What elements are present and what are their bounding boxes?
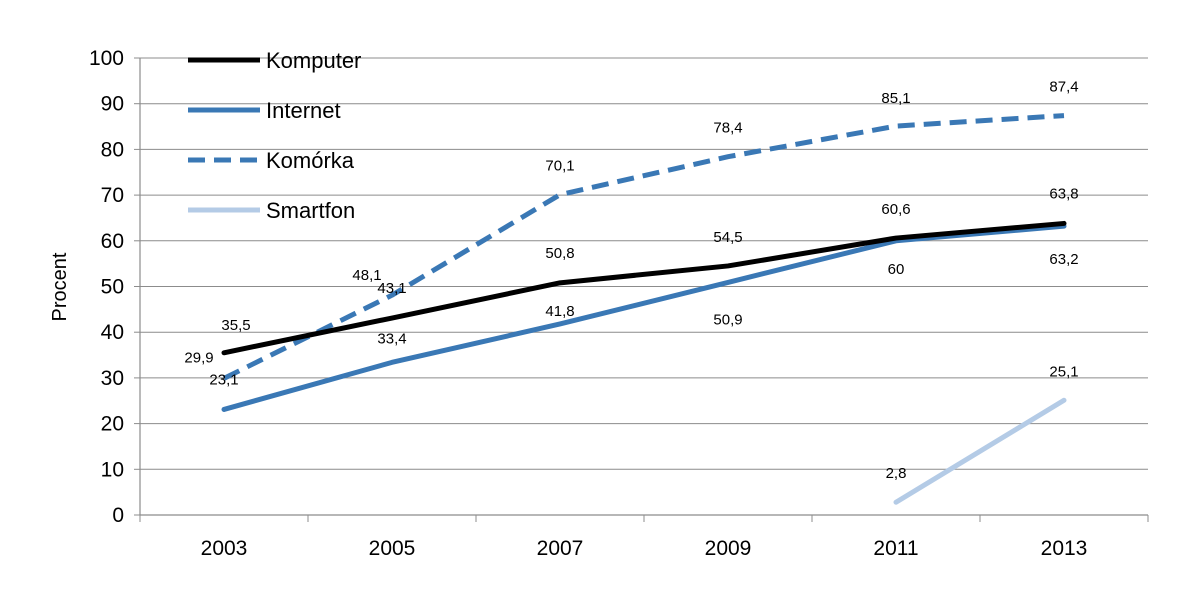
data-label-komórka: 29,9 xyxy=(184,349,213,366)
data-label-internet: 60 xyxy=(888,261,905,278)
y-tick-label: 10 xyxy=(101,458,124,481)
y-axis-title: Procent xyxy=(49,252,71,321)
x-tick-label: 2005 xyxy=(369,537,416,560)
series-line-internet xyxy=(221,223,1067,412)
data-label-komputer: 50,8 xyxy=(545,245,574,262)
data-label-komórka: 85,1 xyxy=(881,90,910,107)
legend-label-komputer: Komputer xyxy=(266,48,361,73)
series-line-komputer xyxy=(221,220,1067,356)
legend: Komputer Internet Komórka Smartfon xyxy=(188,48,361,223)
y-tick-label: 100 xyxy=(89,47,124,70)
series-line-smartfon xyxy=(893,397,1067,505)
data-label-komórka: 87,4 xyxy=(1049,79,1078,96)
y-tick-label: 80 xyxy=(101,138,124,161)
y-tick-label: 50 xyxy=(101,276,124,299)
data-labels: 35,5 43,1 50,8 54,5 60,6 63,8 23,1 33,4 41,8 50,9… xyxy=(184,79,1078,483)
y-tick-label: 90 xyxy=(101,93,124,116)
axes: 0 10 20 30 40 50 60 70 80 90 100 2003 2005 2007 2009 20… xyxy=(89,47,1149,560)
data-label-komórka: 78,4 xyxy=(713,120,742,137)
y-tick-label: 40 xyxy=(101,321,124,344)
y-tick-label: 70 xyxy=(101,184,124,207)
data-label-smartfon: 2,8 xyxy=(886,465,907,482)
x-tick-label: 2013 xyxy=(1041,537,1088,560)
data-label-komputer: 63,8 xyxy=(1049,185,1078,202)
series-lines xyxy=(221,113,1067,505)
data-label-smartfon: 25,1 xyxy=(1049,363,1078,380)
x-tick-label: 2011 xyxy=(873,537,918,560)
data-label-internet: 63,2 xyxy=(1049,251,1078,268)
data-label-komputer: 60,6 xyxy=(881,201,910,218)
legend-label-smartfon: Smartfon xyxy=(266,198,355,223)
gridlines xyxy=(140,57,1148,470)
data-label-internet: 50,9 xyxy=(713,311,742,328)
data-label-komputer: 43,1 xyxy=(377,280,406,297)
y-tick-label: 30 xyxy=(101,367,124,390)
y-tick-label: 20 xyxy=(101,413,124,436)
data-label-komputer: 35,5 xyxy=(221,317,250,334)
legend-label-komórka: Komórka xyxy=(266,148,355,173)
x-tick-label: 2009 xyxy=(705,537,752,560)
y-tick-label: 60 xyxy=(101,230,124,253)
legend-label-internet: Internet xyxy=(266,98,341,123)
data-label-internet: 23,1 xyxy=(209,371,238,388)
series-line-komórka xyxy=(222,113,1065,381)
data-label-komórka: 70,1 xyxy=(545,158,574,175)
y-tick-label: 0 xyxy=(112,504,124,527)
x-tick-label: 2003 xyxy=(201,537,248,560)
data-label-internet: 33,4 xyxy=(377,330,406,347)
x-tick-label: 2007 xyxy=(537,537,584,560)
data-label-komórka: 48,1 xyxy=(352,267,381,284)
data-label-internet: 41,8 xyxy=(545,303,574,320)
data-label-komputer: 54,5 xyxy=(713,229,742,246)
